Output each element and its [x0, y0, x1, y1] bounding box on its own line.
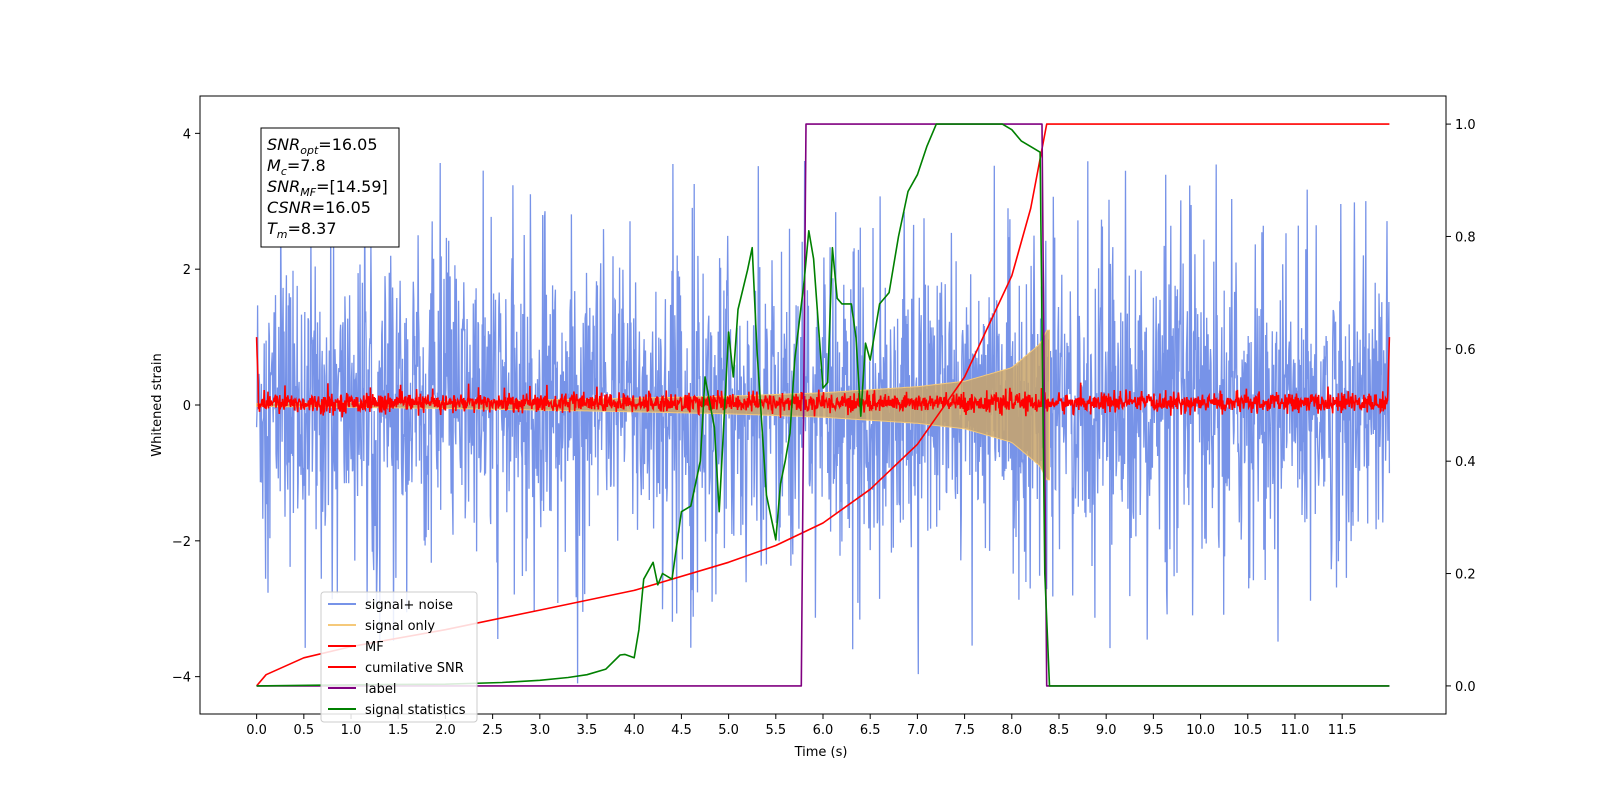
x-tick-label: 3.5 [577, 723, 598, 738]
y2-tick-label: 0.8 [1455, 230, 1476, 245]
y-tick-label: 4 [183, 127, 191, 142]
y-axis-left: −4 −2 0 2 4 [172, 127, 200, 686]
legend-item-label: MF [365, 640, 384, 655]
stats-annotation-box: SNRopt=16.05Mc=7.8SNRMF=[14.59]CSNR=16.0… [260, 127, 400, 248]
legend-item-label: signal only [365, 619, 435, 634]
annotation-frame [260, 127, 400, 248]
x-tick-label: 0.0 [246, 723, 267, 738]
x-tick-label: 2.0 [435, 723, 456, 738]
series-mf-line [255, 337, 1391, 418]
y2-tick-label: 0.2 [1455, 568, 1476, 583]
y-axis-right: 0.0 0.2 0.4 0.6 0.8 1.0 [1446, 118, 1476, 695]
x-tick-label: 8.5 [1049, 723, 1070, 738]
y-axis-label: Whitened strain [150, 353, 165, 456]
legend-item-label: signal statistics [365, 703, 466, 718]
x-tick-label: 2.5 [482, 723, 503, 738]
y-tick-label: −4 [172, 671, 191, 686]
plot-area [255, 123, 1391, 687]
series-signal-statistics-line [256, 123, 1390, 687]
x-tick-label: 6.5 [860, 723, 881, 738]
x-tick-label: 9.0 [1096, 723, 1117, 738]
y2-tick-label: 0.6 [1455, 343, 1476, 358]
y2-tick-label: 0.4 [1455, 455, 1476, 470]
x-tick-label: 8.0 [1001, 723, 1022, 738]
annotation-line: Tm=8.37 [267, 219, 337, 241]
x-tick-label: 10.0 [1186, 723, 1215, 738]
x-tick-label: 1.0 [341, 723, 362, 738]
y-tick-label: 2 [183, 263, 191, 278]
annotation-line: CSNR=16.05 [267, 198, 371, 217]
x-tick-label: 11.0 [1280, 723, 1309, 738]
x-tick-label: 7.5 [954, 723, 975, 738]
annotation-line: SNRopt=16.05 [267, 135, 378, 157]
y2-tick-label: 1.0 [1455, 118, 1476, 133]
legend-item-label: cumilative SNR [365, 661, 464, 676]
x-axis: 0.0 0.5 1.0 1.5 2.0 2.5 3.0 3.5 4.0 4.5 5.0 5.5 6.0 6… [246, 714, 1357, 738]
x-tick-label: 4.5 [671, 723, 692, 738]
x-tick-label: 5.0 [718, 723, 739, 738]
x-tick-label: 0.5 [293, 723, 314, 738]
annotation-line: SNRMF=[14.59] [267, 177, 388, 199]
annotation-line: Mc=7.8 [267, 156, 326, 178]
x-tick-label: 4.0 [624, 723, 645, 738]
x-tick-label: 10.5 [1233, 723, 1262, 738]
x-axis-label: Time (s) [794, 745, 848, 760]
legend: signal+ noise signal only MF cumilative SNR… [320, 591, 478, 723]
x-tick-label: 7.0 [907, 723, 928, 738]
legend-item-label: signal+ noise [365, 598, 453, 613]
legend-item-label: label [365, 682, 396, 697]
x-tick-label: 11.5 [1328, 723, 1357, 738]
x-tick-label: 9.5 [1143, 723, 1164, 738]
legend-frame [320, 591, 478, 723]
x-tick-label: 6.0 [813, 723, 834, 738]
y-tick-label: −2 [172, 535, 191, 550]
x-tick-label: 3.0 [529, 723, 550, 738]
x-tick-label: 5.5 [765, 723, 786, 738]
x-tick-label: 1.5 [388, 723, 409, 738]
y2-tick-label: 0.0 [1455, 680, 1476, 695]
y-tick-label: 0 [183, 399, 191, 414]
